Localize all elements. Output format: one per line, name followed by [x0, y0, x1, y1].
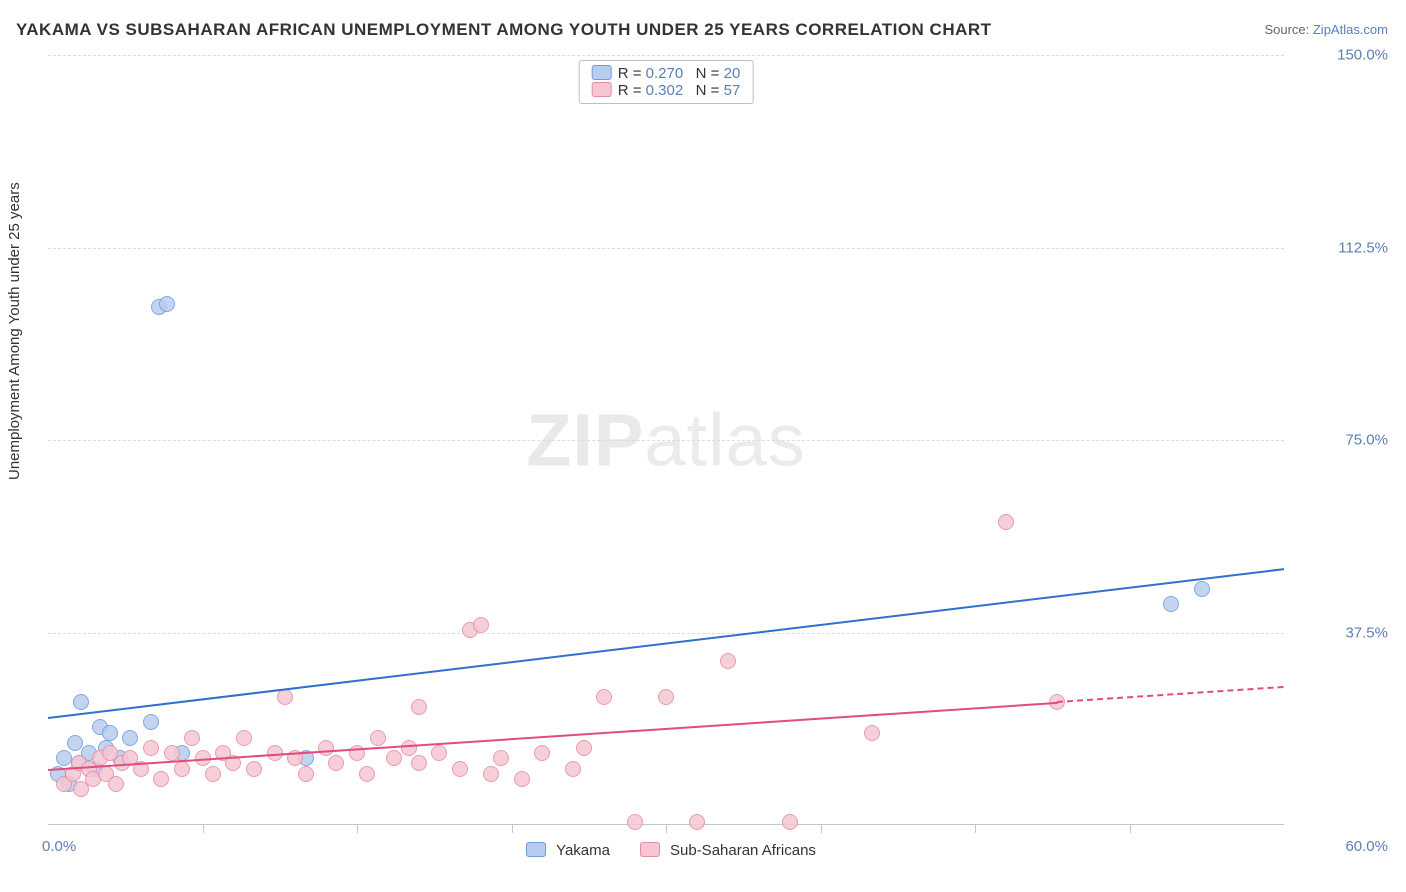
data-point [565, 761, 581, 777]
data-point [596, 689, 612, 705]
data-point [534, 745, 550, 761]
source-link[interactable]: ZipAtlas.com [1313, 22, 1388, 37]
data-point [236, 730, 252, 746]
y-tick-label: 150.0% [1292, 47, 1388, 64]
data-point [298, 766, 314, 782]
data-point [658, 689, 674, 705]
data-point [143, 740, 159, 756]
source: Source: ZipAtlas.com [1264, 22, 1388, 37]
data-point [483, 766, 499, 782]
chart-plot-area: ZIPatlas R = 0.270 N = 20R = 0.302 N = 5… [48, 55, 1284, 825]
data-point [998, 514, 1014, 530]
x-axis-max-label: 60.0% [1345, 838, 1388, 855]
gridline [48, 440, 1284, 441]
data-point [159, 296, 175, 312]
x-axis-min-label: 0.0% [42, 838, 76, 855]
chart-title: YAKAMA VS SUBSAHARAN AFRICAN UNEMPLOYMEN… [16, 20, 992, 40]
data-point [864, 725, 880, 741]
data-point [108, 776, 124, 792]
data-point [143, 714, 159, 730]
data-point [153, 771, 169, 787]
data-point [328, 755, 344, 771]
legend-item: Yakama [516, 842, 610, 859]
data-point [73, 694, 89, 710]
x-tick [975, 825, 976, 833]
stats-row: R = 0.270 N = 20 [592, 65, 741, 82]
x-tick [666, 825, 667, 833]
data-point [576, 740, 592, 756]
x-tick [357, 825, 358, 833]
data-point [174, 761, 190, 777]
data-point [401, 740, 417, 756]
y-tick-label: 75.0% [1292, 432, 1388, 449]
data-point [164, 745, 180, 761]
x-tick [512, 825, 513, 833]
data-point [246, 761, 262, 777]
gridline [48, 248, 1284, 249]
data-point [720, 653, 736, 669]
data-point [452, 761, 468, 777]
data-point [411, 699, 427, 715]
data-point [689, 814, 705, 830]
data-point [359, 766, 375, 782]
data-point [122, 730, 138, 746]
stats-row: R = 0.302 N = 57 [592, 82, 741, 99]
data-point [514, 771, 530, 787]
gridline [48, 633, 1284, 634]
gridline [48, 55, 1284, 56]
x-tick [203, 825, 204, 833]
data-point [1194, 581, 1210, 597]
y-tick-label: 112.5% [1292, 239, 1388, 256]
data-point [184, 730, 200, 746]
data-point [782, 814, 798, 830]
trend-line [1057, 686, 1284, 703]
data-point [627, 814, 643, 830]
data-point [318, 740, 334, 756]
source-prefix: Source: [1264, 22, 1312, 37]
data-point [473, 617, 489, 633]
data-point [205, 766, 221, 782]
data-point [411, 755, 427, 771]
data-point [370, 730, 386, 746]
data-point [493, 750, 509, 766]
y-tick-label: 37.5% [1292, 624, 1388, 641]
data-point [67, 735, 83, 751]
legend-item: Sub-Saharan Africans [630, 842, 816, 859]
data-point [1163, 596, 1179, 612]
data-point [386, 750, 402, 766]
data-point [431, 745, 447, 761]
x-tick [821, 825, 822, 833]
series-legend: Yakama Sub-Saharan Africans [48, 842, 1284, 859]
stats-legend-box: R = 0.270 N = 20R = 0.302 N = 57 [579, 60, 754, 104]
data-point [102, 725, 118, 741]
x-tick [1130, 825, 1131, 833]
y-axis-label: Unemployment Among Youth under 25 years [6, 182, 23, 480]
